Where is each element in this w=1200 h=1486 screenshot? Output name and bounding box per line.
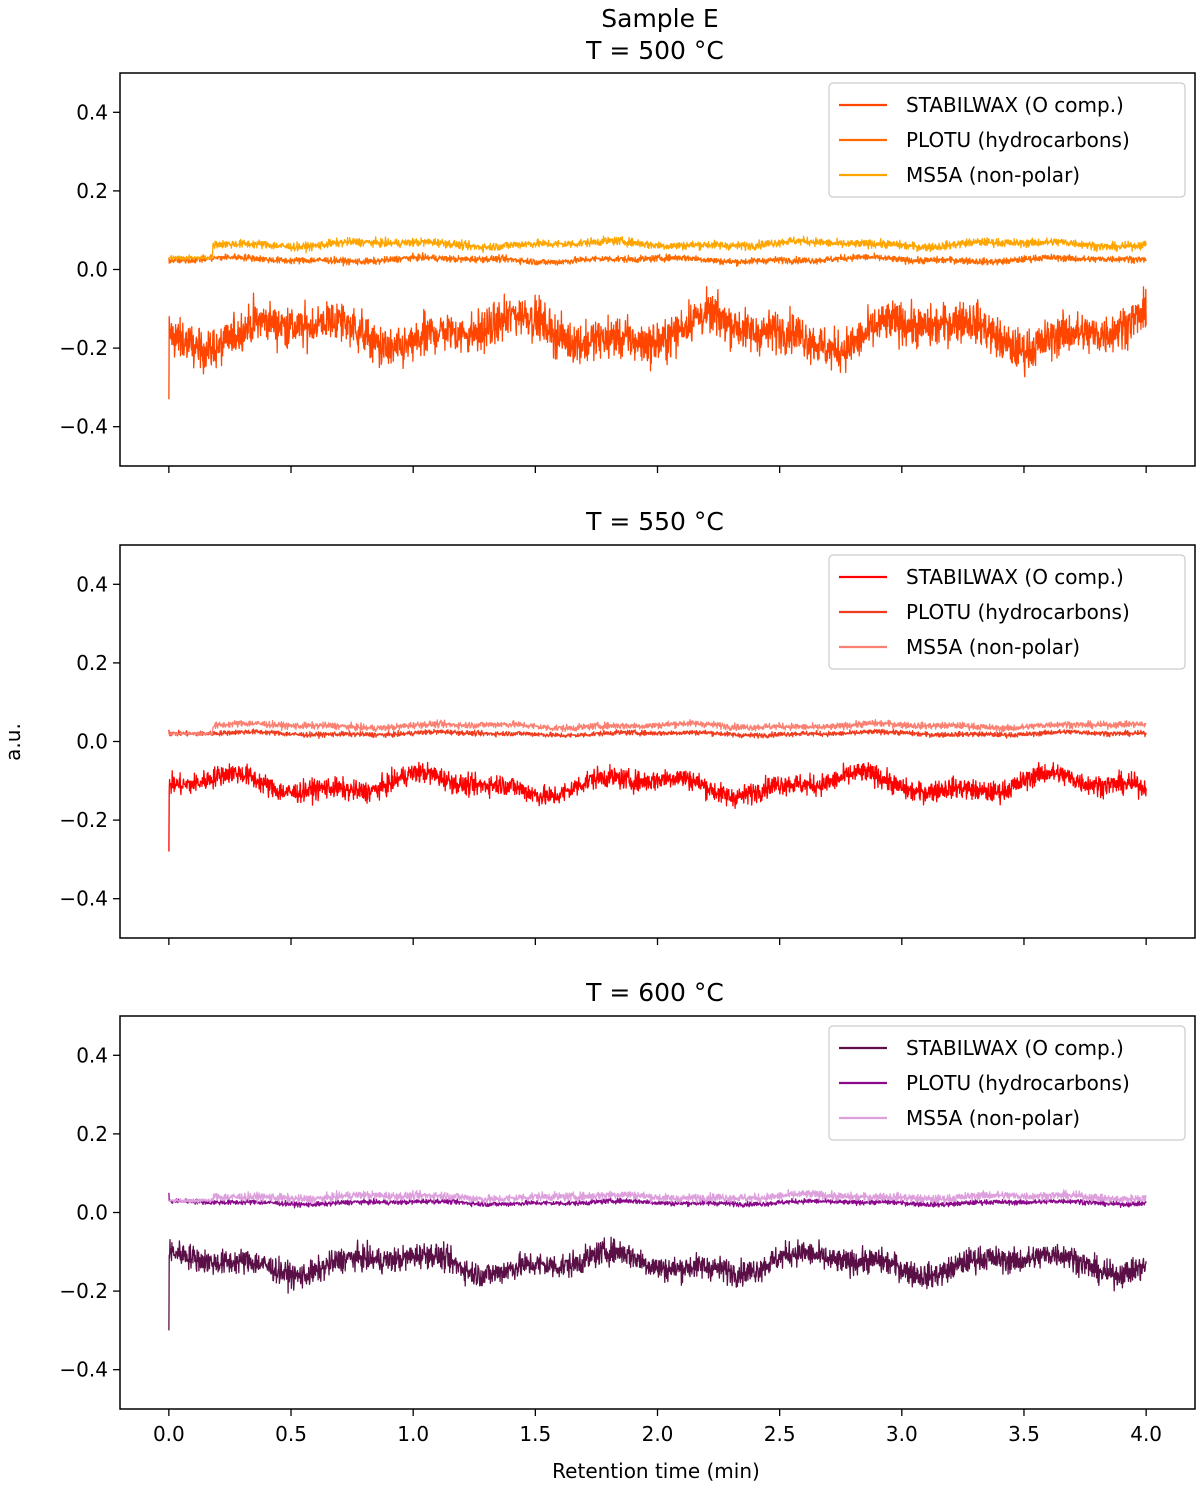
series-line — [168, 1236, 1147, 1331]
panel-title: T = 550 °C — [585, 507, 724, 536]
figure-title: Sample E — [601, 4, 718, 33]
legend-box — [828, 82, 1186, 198]
panel-title: T = 500 °C — [585, 36, 724, 65]
x-tick-label: 0.5 — [275, 1422, 307, 1446]
y-tick-label: 0.4 — [76, 572, 108, 596]
series-group — [168, 1188, 1147, 1331]
panel-title: T = 600 °C — [585, 978, 724, 1007]
y-tick-label: 0.2 — [76, 179, 108, 203]
legend-label: STABILWAX (O comp.) — [906, 1036, 1124, 1060]
x-axis-label: Retention time (min) — [552, 1459, 760, 1483]
series-line — [168, 728, 1147, 739]
legend-label: PLOTU (hydrocarbons) — [906, 600, 1130, 624]
x-tick-label: 0.0 — [153, 1422, 185, 1446]
x-tick-label: 1.5 — [519, 1422, 551, 1446]
legend-box — [828, 554, 1186, 670]
x-tick-label: 3.0 — [886, 1422, 918, 1446]
legend: STABILWAX (O comp.) PLOTU (hydrocarbons) M… — [828, 1025, 1186, 1141]
legend-box — [828, 1025, 1186, 1141]
series-line — [168, 1188, 1147, 1205]
plot-area: 0.4 0.2 0.0 −0.2 −0.4 STABILWAX (O comp.) PLOT… — [59, 72, 1196, 473]
series-line — [168, 718, 1147, 737]
legend-label: PLOTU (hydrocarbons) — [906, 128, 1130, 152]
legend-label: MS5A (non-polar) — [906, 1106, 1080, 1130]
x-tick-label: 4.0 — [1130, 1422, 1162, 1446]
plot-area: 0.4 0.2 0.0 −0.2 −0.4 STABILWAX (O comp.) PLOT… — [59, 544, 1196, 945]
legend-label: PLOTU (hydrocarbons) — [906, 1071, 1130, 1095]
y-tick-label: −0.4 — [59, 887, 108, 911]
series-line — [168, 252, 1147, 267]
panel-1: T = 500 °C 0.4 0.2 0.0 −0.2 −0.4 STABILWAX (O… — [59, 36, 1196, 473]
y-tick-label: 0.2 — [76, 651, 108, 675]
series-line — [168, 235, 1147, 261]
y-tick-label: 0.4 — [76, 100, 108, 124]
legend: STABILWAX (O comp.) PLOTU (hydrocarbons) M… — [828, 82, 1186, 198]
y-tick-label: −0.4 — [59, 415, 108, 439]
legend-label: STABILWAX (O comp.) — [906, 565, 1124, 589]
y-tick-label: −0.4 — [59, 1358, 108, 1382]
x-tick-label: 2.5 — [764, 1422, 796, 1446]
legend-label: MS5A (non-polar) — [906, 635, 1080, 659]
panel-2: T = 550 °C 0.4 0.2 0.0 −0.2 −0.4 STABILWAX (O… — [59, 507, 1196, 945]
panel-3: T = 600 °C 0.4 0.2 0.0 −0.2 −0.4 0.0 0.5 1.0 1.5… — [59, 978, 1196, 1446]
y-axis-label: a.u. — [1, 723, 25, 761]
plot-area: 0.4 0.2 0.0 −0.2 −0.4 0.0 0.5 1.0 1.5 2.0 2.5 3.0 3.… — [59, 1015, 1196, 1446]
legend: STABILWAX (O comp.) PLOTU (hydrocarbons) M… — [828, 554, 1186, 670]
legend-label: STABILWAX (O comp.) — [906, 93, 1124, 117]
y-tick-label: 0.2 — [76, 1122, 108, 1146]
y-tick-label: 0.0 — [76, 258, 108, 282]
series-line — [168, 1192, 1147, 1209]
x-tick-label: 3.5 — [1008, 1422, 1040, 1446]
y-tick-label: 0.0 — [76, 1201, 108, 1225]
y-tick-label: −0.2 — [59, 336, 108, 360]
y-tick-label: 0.0 — [76, 730, 108, 754]
series-line — [168, 761, 1147, 852]
x-tick-label: 1.0 — [397, 1422, 429, 1446]
series-group — [168, 235, 1147, 400]
series-group — [168, 718, 1147, 852]
x-tick-label: 2.0 — [642, 1422, 674, 1446]
series-line — [168, 286, 1147, 400]
legend-label: MS5A (non-polar) — [906, 163, 1080, 187]
y-tick-label: −0.2 — [59, 1279, 108, 1303]
y-tick-label: 0.4 — [76, 1043, 108, 1067]
y-tick-label: −0.2 — [59, 808, 108, 832]
